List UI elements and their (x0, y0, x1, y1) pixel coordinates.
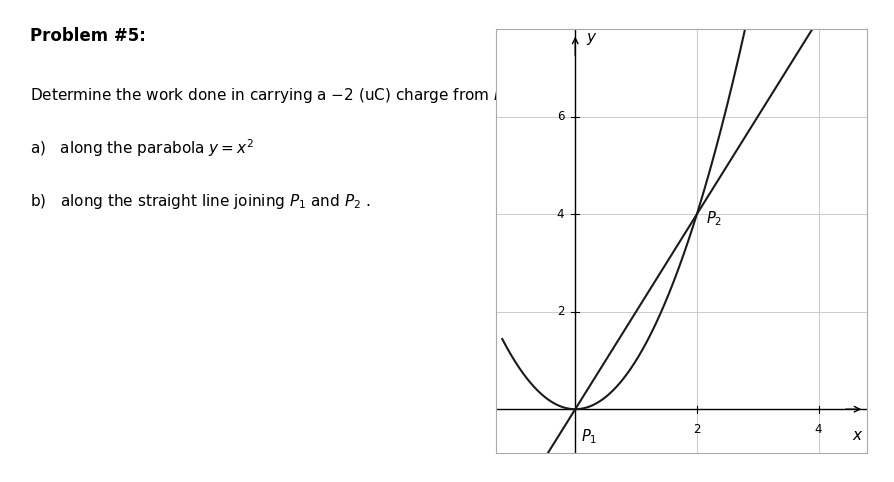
Text: $P_1$: $P_1$ (581, 428, 598, 446)
Text: Problem #5:: Problem #5: (30, 27, 146, 45)
Text: $y$: $y$ (504, 119, 516, 137)
Text: $x$: $x$ (852, 428, 864, 443)
Text: 2: 2 (693, 423, 701, 436)
Text: $P_2$: $P_2$ (706, 210, 722, 228)
Text: 2: 2 (557, 305, 564, 318)
Text: 4: 4 (557, 208, 564, 221)
Text: $y$: $y$ (586, 31, 598, 47)
Text: b)   along the straight line joining $P_1$ and $P_2$ .: b) along the straight line joining $P_1$… (30, 192, 371, 211)
Text: Determine the work done in carrying a $-2$ (uC) charge from $P_1(0,0,0)$ to $P_2: Determine the work done in carrying a $-… (30, 82, 849, 106)
Text: 6: 6 (557, 110, 564, 123)
Text: a)   along the parabola $y = x^2$: a) along the parabola $y = x^2$ (30, 137, 254, 159)
Text: 4: 4 (814, 423, 822, 436)
